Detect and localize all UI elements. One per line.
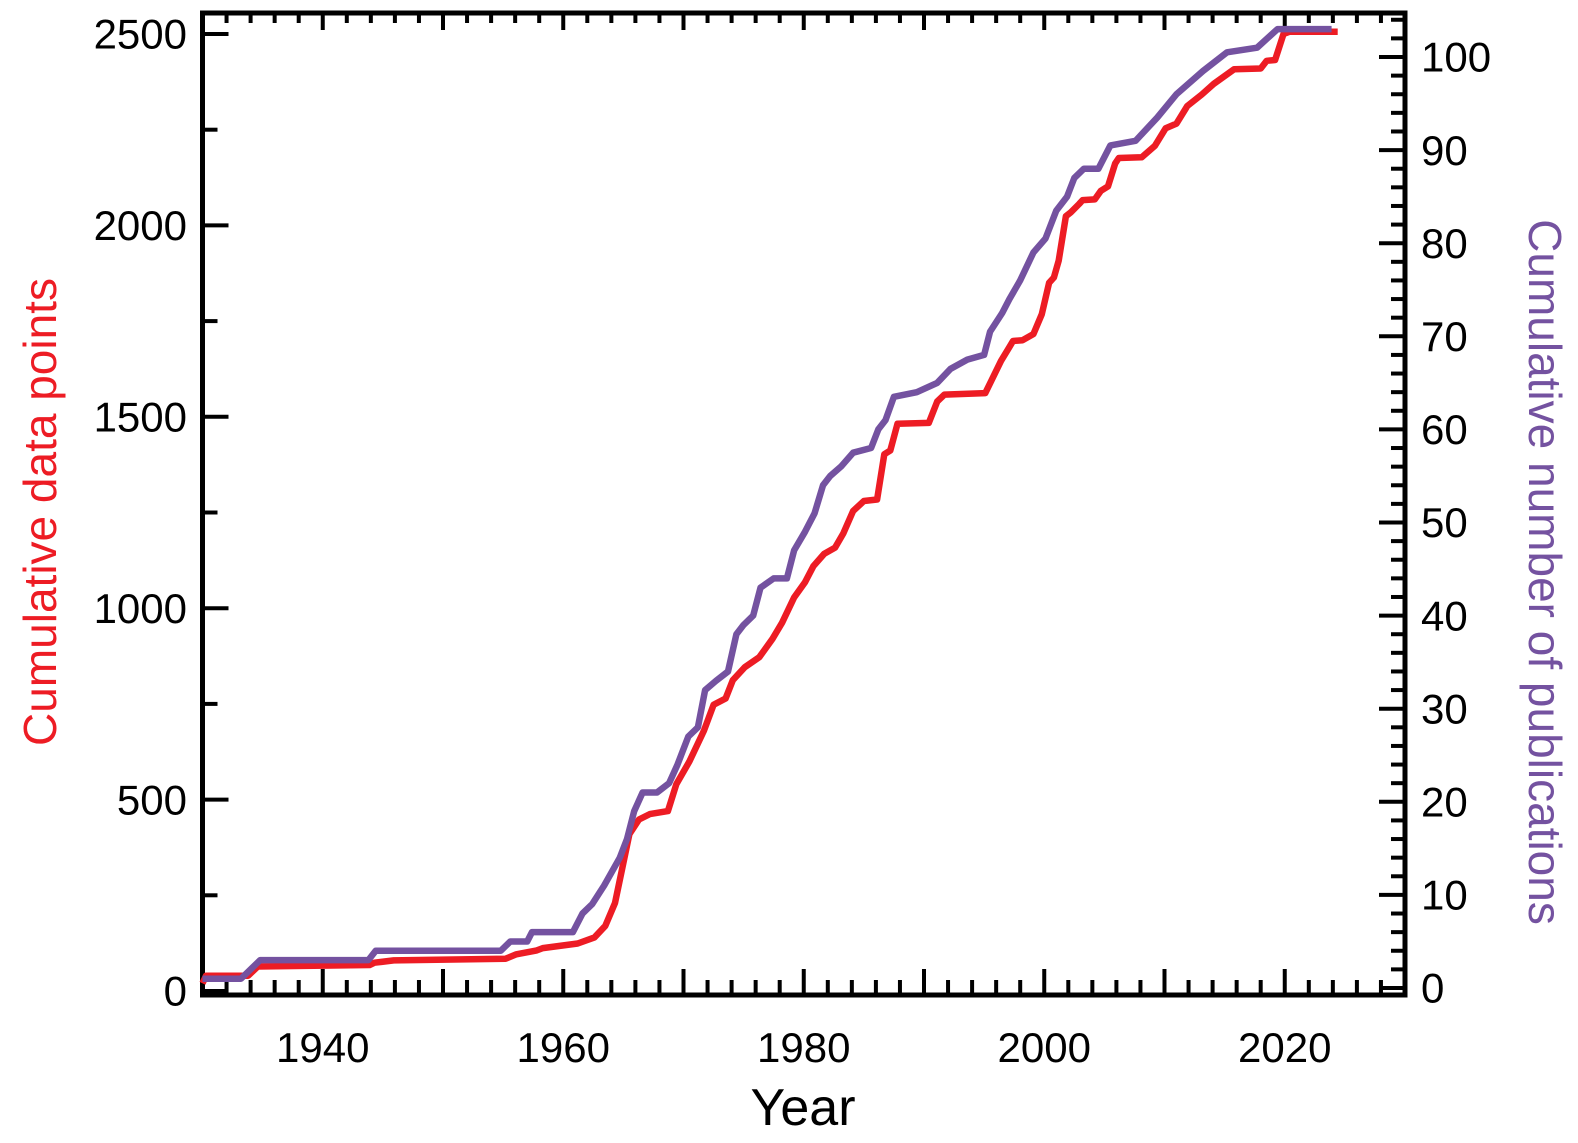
- x-tick-label: 2000: [998, 1024, 1091, 1071]
- left-axis-title: Cumulative data points: [14, 278, 66, 746]
- left-tick-label: 2000: [94, 202, 187, 249]
- left-tick-label: 500: [117, 776, 187, 823]
- x-tick-label: 2020: [1238, 1024, 1331, 1071]
- plot-border: [200, 10, 1408, 998]
- right-tick-label: 100: [1421, 34, 1491, 81]
- x-axis-title: Year: [750, 1079, 856, 1137]
- right-tick-label: 30: [1421, 685, 1468, 732]
- right-tick-label: 40: [1421, 592, 1468, 639]
- right-tick-label: 70: [1421, 313, 1468, 360]
- right-tick-label: 90: [1421, 127, 1468, 174]
- left-tick-label: 2500: [94, 11, 187, 58]
- x-tick-label: 1980: [757, 1024, 850, 1071]
- right-tick-label: 10: [1421, 872, 1468, 919]
- series-line-publications: [202, 25, 1332, 982]
- series-line-data-points: [199, 28, 1338, 985]
- right-tick-label: 60: [1421, 406, 1468, 453]
- right-tick-label: 50: [1421, 499, 1468, 546]
- right-tick-label: 80: [1421, 220, 1468, 267]
- left-tick-label: 0: [164, 968, 187, 1015]
- right-axis-title: Cumulative number of publications: [1519, 219, 1571, 925]
- x-tick-label: 1960: [517, 1024, 610, 1071]
- left-tick-label: 1000: [94, 585, 187, 632]
- x-tick-label: 1940: [276, 1024, 369, 1071]
- left-tick-label: 1500: [94, 394, 187, 441]
- right-tick-label: 20: [1421, 779, 1468, 826]
- right-tick-label: 0: [1421, 965, 1444, 1012]
